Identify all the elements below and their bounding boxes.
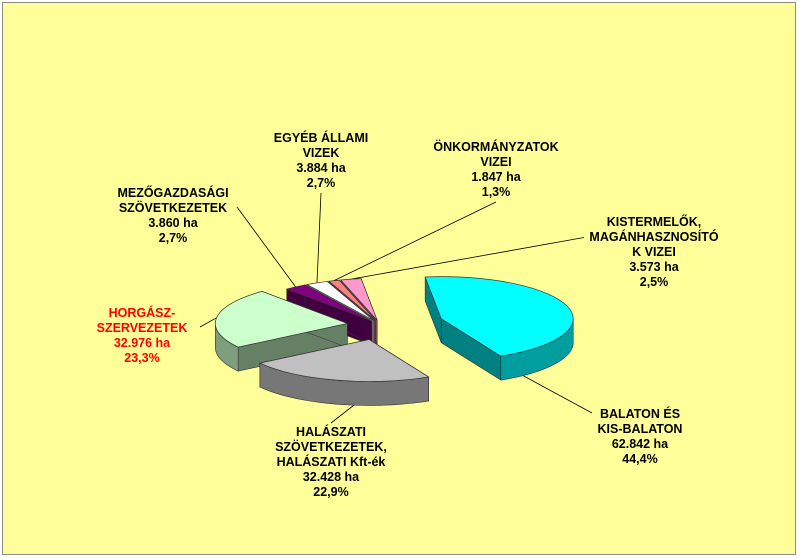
slice-top <box>258 339 430 382</box>
slice-label-kistermelok: KISTERMELŐK, MAGÁNHASZNOSÍTÓ K VIZEI 3.5… <box>589 215 719 289</box>
slice-label-horgasz: HORGÁSZ- SZERVEZETEK 32.976 ha 23,3% <box>96 306 188 365</box>
leader-line-6 <box>350 237 585 280</box>
slice-top <box>424 276 574 357</box>
slice-top <box>215 291 349 348</box>
leader-line-3 <box>236 206 296 288</box>
slice-label-halaszati: HALÁSZATI SZÖVETKEZETEK, HALÁSZATI Kft-é… <box>275 425 387 499</box>
slice-label-mezogazdasagi: MEZŐGAZDASÁGI SZÖVETKEZETEK 3.860 ha 2,7… <box>117 186 229 245</box>
slice-top <box>328 279 376 321</box>
slice-label-balaton: BALATON ÉS KIS-BALATON 62.842 ha 44,4% <box>597 407 683 466</box>
leader-line-5 <box>333 201 497 281</box>
slice-2 <box>215 290 349 372</box>
leader-line-2 <box>199 317 217 328</box>
slice-top <box>306 281 375 322</box>
slice-0 <box>424 276 574 381</box>
leader-line-4 <box>316 192 322 283</box>
pie-slices <box>215 276 574 406</box>
slice-top <box>285 284 373 322</box>
slice-top <box>340 278 378 321</box>
slice-label-onkormanyzatok: ÖNKORMÁNYZATOK VIZEI 1.847 ha 1,3% <box>433 140 559 199</box>
slice-label-egyeb-allami: EGYÉB ÁLLAMI VIZEK 3.884 ha 2,7% <box>273 131 369 190</box>
slice-1 <box>258 338 430 406</box>
